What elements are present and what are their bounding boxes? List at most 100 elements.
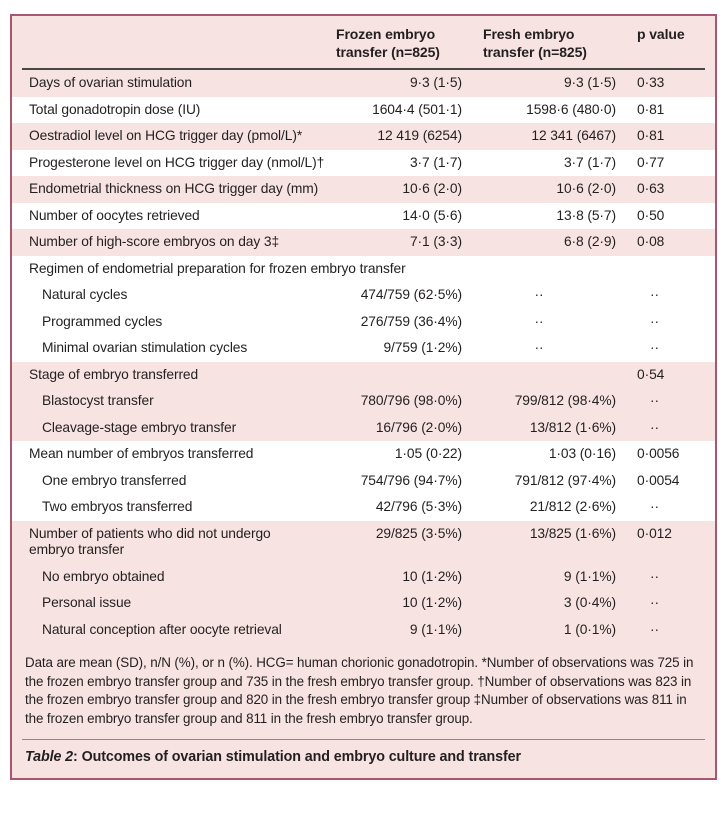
header-row: Frozen embryo transfer (n=825) Fresh emb… (12, 16, 715, 68)
fresh-value: 1598·6 (480·0) (526, 101, 616, 117)
frozen-value: 474/759 (62·5%) (360, 287, 462, 302)
row-label: Minimal ovarian stimulation cycles (42, 340, 248, 355)
row-label: Programmed cycles (42, 313, 163, 329)
col-header-pvalue: p value (637, 26, 685, 42)
table-row: Natural cycles 474/759 (62·5%) ·· ·· (12, 282, 715, 309)
fresh-value: 12 341 (6467) (531, 128, 616, 143)
table-row: Number of high-score embryos on day 3‡ 7·… (12, 229, 715, 256)
caption-label: Table 2 (25, 749, 74, 765)
fresh-value: 21/812 (2·6%) (529, 499, 616, 514)
row-label: Stage of embryo transferred (29, 366, 199, 382)
row-label: Number of high-score embryos on day 3‡ (29, 234, 280, 249)
footnote: Data are mean (SD), n/N (%), or n (%). H… (25, 655, 694, 726)
table-row: Number of oocytes retrieved 14·0 (5·6) 13·… (12, 202, 715, 229)
frozen-value: 276/759 (36·4%) (360, 313, 462, 329)
section-row: Stage of embryo transferred 0·54 (12, 362, 715, 389)
fresh-value: 799/812 (98·4%) (514, 393, 616, 408)
caption-divider (22, 739, 705, 740)
table-row: Personal issue 10 (1·2%) 3 (0·4%) ·· (12, 590, 715, 617)
table-row: Minimal ovarian stimulation cycles 9/759 … (12, 335, 715, 362)
fresh-value: 1·03 (0·16) (548, 446, 616, 461)
row-label: Oestradiol level on HCG trigger day (pmo… (29, 128, 303, 143)
row-label: Regimen of endometrial preparation for f… (29, 260, 406, 276)
caption-title: Outcomes of ovarian stimulation and embr… (81, 749, 521, 765)
frozen-value: 12 419 (6254) (377, 128, 462, 143)
frozen-value: 754/796 (94·7%) (360, 472, 462, 488)
p-value: ·· (650, 499, 659, 514)
fresh-value: ·· (534, 340, 544, 355)
p-value: 0·63 (637, 181, 665, 196)
col-header-spacer (12, 26, 317, 61)
fresh-value: 10·6 (2·0) (556, 181, 616, 196)
row-label: Progesterone level on HCG trigger day (n… (29, 154, 325, 170)
fresh-value: 13/825 (1·6%) (529, 525, 616, 541)
p-value: 0·0056 (637, 446, 680, 461)
fresh-value: 13·8 (5·7) (556, 207, 616, 223)
row-label: Number of oocytes retrieved (29, 207, 200, 223)
outcomes-table-body: Days of ovarian stimulation 9·3 (1·5) 9·3 … (12, 70, 715, 643)
table-row: Days of ovarian stimulation 9·3 (1·5) 9·3 … (12, 70, 715, 97)
row-label: Two embryos transferred (42, 499, 193, 514)
col-header-frozen: Frozen embryo transfer (n=825) (336, 26, 440, 60)
frozen-value: 780/796 (98·0%) (360, 393, 462, 408)
frozen-value: 42/796 (5·3%) (375, 499, 462, 514)
p-value: 0·81 (637, 128, 665, 143)
row-label: Days of ovarian stimulation (29, 75, 192, 90)
row-label: Personal issue (42, 595, 132, 610)
fresh-value: 3 (0·4%) (563, 595, 616, 610)
row-label: Blastocyst transfer (42, 393, 154, 408)
p-value: 0·50 (637, 207, 665, 223)
p-value: 0·012 (637, 525, 672, 541)
fresh-value: 1 (0·1%) (563, 621, 616, 637)
fresh-value: 791/812 (97·4%) (514, 472, 616, 488)
table-row: Oestradiol level on HCG trigger day (pmo… (12, 123, 715, 150)
table-row: No embryo obtained 10 (1·2%) 9 (1·1%) ·· (12, 564, 715, 591)
frozen-value: 10 (1·2%) (402, 595, 462, 610)
fresh-value: ·· (534, 287, 544, 302)
table-row: Programmed cycles 276/759 (36·4%) ·· ·· (12, 308, 715, 335)
table-caption: Table 2: Outcomes of ovarian stimulation… (12, 740, 715, 778)
fresh-value: 6·8 (2·9) (563, 234, 616, 249)
p-value: ·· (650, 595, 659, 610)
table-row: Total gonadotropin dose (IU) 1604·4 (501·… (12, 96, 715, 123)
frozen-value: 29/825 (3·5%) (375, 525, 462, 541)
p-value: ·· (650, 621, 659, 637)
p-value: ·· (650, 313, 659, 329)
row-label: Endometrial thickness on HCG trigger day… (29, 181, 319, 196)
frozen-value: 10 (1·2%) (402, 568, 462, 584)
header-rule (22, 68, 705, 70)
frozen-value: 9·3 (1·5) (409, 75, 462, 90)
p-value: 0·81 (637, 101, 665, 117)
row-label: One embryo transferred (42, 472, 187, 488)
row-label: Mean number of embryos transferred (29, 446, 254, 461)
frozen-value: 1·05 (0·22) (394, 446, 462, 461)
fresh-value: 13/812 (1·6%) (529, 419, 616, 435)
fresh-value: ·· (534, 313, 544, 329)
table-row: Endometrial thickness on HCG trigger day… (12, 176, 715, 203)
p-value: 0·54 (637, 366, 665, 382)
p-value: ·· (650, 393, 659, 408)
frozen-value: 10·6 (2·0) (402, 181, 462, 196)
frozen-value: 7·1 (3·3) (409, 234, 462, 249)
table-row: Cleavage-stage embryo transfer 16/796 (2·… (12, 415, 715, 442)
caption-separator: : (73, 749, 82, 765)
p-value: 0·08 (637, 234, 665, 249)
section-row: Regimen of endometrial preparation for f… (12, 255, 715, 282)
p-value: ·· (650, 340, 659, 355)
fresh-value: 9 (1·1%) (563, 568, 616, 584)
row-label: Number of patients who did not undergo e… (29, 525, 271, 558)
p-value (616, 261, 715, 278)
table-row: Two embryos transferred 42/796 (5·3%) 21/8… (12, 494, 715, 521)
p-value: ·· (650, 287, 659, 302)
frozen-value: 1604·4 (501·1) (372, 101, 462, 117)
p-value: ·· (650, 568, 659, 584)
table-row: Blastocyst transfer 780/796 (98·0%) 799/81… (12, 388, 715, 415)
row-label: Total gonadotropin dose (IU) (29, 101, 201, 117)
frozen-value: 3·7 (1·7) (409, 154, 462, 170)
row-label: Natural conception after oocyte retrieva… (42, 621, 282, 637)
fresh-value: 3·7 (1·7) (563, 154, 616, 170)
p-value: 0·77 (637, 154, 665, 170)
table-row: Mean number of embryos transferred 1·05 (… (12, 441, 715, 468)
table-row: One embryo transferred 754/796 (94·7%) 791… (12, 467, 715, 494)
col-header-fresh: Fresh embryo transfer (n=825) (483, 26, 587, 60)
